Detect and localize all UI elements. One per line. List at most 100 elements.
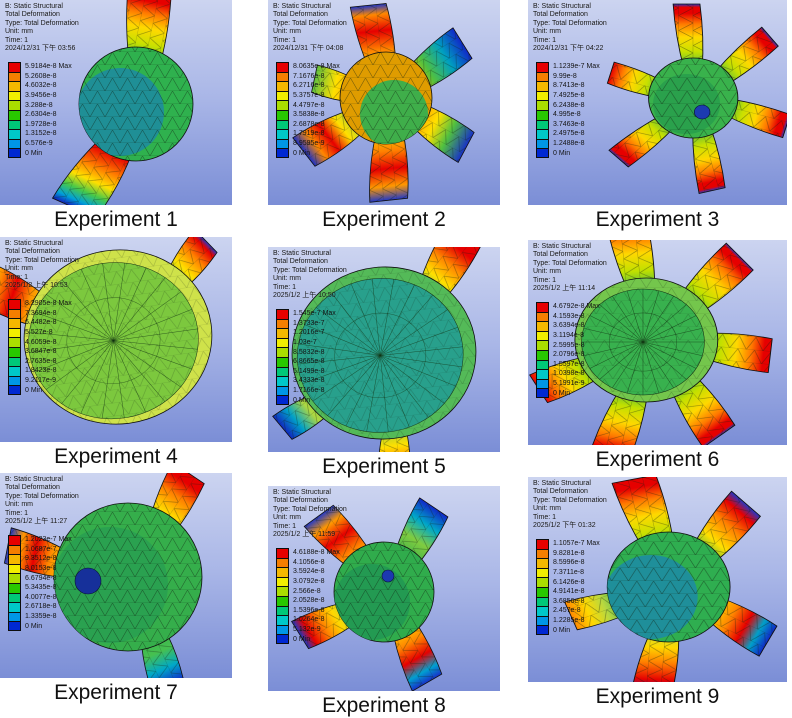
legend-color-swatch	[8, 554, 21, 564]
experiment-caption: Experiment 7	[54, 681, 178, 704]
legend-color-swatch	[8, 308, 21, 319]
legend-row: 1.2016e-7	[276, 328, 336, 338]
legend-row: 4.6792e-8 Max	[536, 302, 600, 312]
legend-color-swatch	[276, 138, 289, 149]
legend-color-swatch	[536, 548, 549, 559]
ansys-viewport[interactable]: B: Static Structural Total Deformation Typ…	[268, 0, 500, 205]
legend-value: 2.0528e-8	[293, 597, 325, 605]
legend-value: 3.288e-8	[25, 101, 53, 109]
legend-row: 5.1991e-9	[536, 378, 600, 389]
legend-row: 1.8423e-8	[8, 366, 72, 376]
legend-value: 6.576e-9	[25, 140, 53, 148]
legend-color-swatch	[8, 337, 21, 347]
legend-value: 3.1194e-8	[553, 332, 585, 340]
legend-color-swatch	[8, 109, 21, 120]
legend-row: 2.566e-8	[276, 586, 340, 596]
legend-value: 7.3711e-8	[553, 569, 585, 577]
legend-row: 1.0264e-8	[276, 615, 340, 625]
legend-value: 8.0153e-8	[25, 565, 57, 573]
experiment-panel: B: Static Structural Total Deformation Typ…	[528, 0, 792, 237]
result-info-line: Type: Total Deformation	[273, 266, 347, 274]
legend-value: 6.2438e-8	[553, 101, 585, 109]
legend-color-swatch	[536, 302, 549, 312]
deformation-legend: 1.1239e-7 Max 9.99e-8 8.7413e-8 7.4925e-8 6.…	[536, 62, 600, 158]
legend-color-swatch	[276, 567, 289, 577]
result-info-line: Unit: mm	[273, 514, 301, 522]
deformation-legend: 4.6188e-8 Max 4.1056e-8 3.5924e-8 3.0792e-8…	[276, 548, 340, 644]
experiment-caption: Experiment 1	[54, 208, 178, 231]
legend-value: 2.566e-8	[293, 587, 321, 595]
legend-value: 7.1676e-8	[293, 72, 325, 80]
ansys-viewport[interactable]: B: Static Structural Total Deformation Typ…	[528, 477, 787, 682]
result-info-line: Type: Total Deformation	[533, 496, 607, 504]
legend-row: 8.9595e-9	[276, 138, 340, 149]
legend-value: 4.6188e-8 Max	[293, 549, 340, 557]
deformed-model	[606, 3, 787, 195]
legend-row: 6.4482e-8	[8, 318, 72, 328]
ansys-viewport[interactable]: B: Static Structural Total Deformation Typ…	[0, 237, 232, 442]
legend-color-swatch	[8, 563, 21, 574]
legend-value: 6.1426e-8	[553, 578, 585, 586]
legend-color-swatch	[8, 356, 21, 367]
legend-value: 0 Min	[25, 386, 43, 394]
legend-value: 0 Min	[553, 626, 571, 634]
legend-row: 8.5832e-8	[276, 347, 336, 357]
legend-row: 1.2023e-7 Max	[8, 535, 72, 545]
result-info-block: B: Static Structural Total Deformation Typ…	[273, 3, 347, 53]
legend-value: 2.6878e-8	[293, 120, 325, 128]
legend-color-swatch	[8, 602, 21, 612]
legend-row: 3.5924e-8	[276, 567, 340, 577]
legend-row: 1.7166e-8	[276, 385, 336, 396]
legend-color-swatch	[276, 109, 289, 120]
legend-color-swatch	[276, 605, 289, 616]
legend-row: 2.6718e-8	[8, 602, 72, 612]
legend-row: 3.288e-8	[8, 100, 72, 110]
legend-color-swatch	[8, 611, 21, 622]
legend-value: 5.527e-8	[25, 329, 53, 337]
legend-row: 6.6794e-8	[8, 573, 72, 583]
result-info-line: Type: Total Deformation	[273, 505, 347, 513]
legend-row: 4.1593e-8	[536, 311, 600, 322]
legend-color-swatch	[276, 148, 289, 158]
ansys-viewport[interactable]: B: Static Structural Total Deformation Typ…	[528, 0, 787, 205]
result-info-line: B: Static Structural	[533, 3, 591, 10]
legend-value: 1.3733e-7	[293, 319, 325, 327]
ansys-viewport[interactable]: B: Static Structural Total Deformation Typ…	[268, 247, 500, 452]
result-timestamp: 2025/1/2 上午 11:27	[5, 518, 68, 526]
legend-color-swatch	[8, 71, 21, 82]
legend-row: 0 Min	[8, 385, 72, 395]
result-timestamp: 2025/1/2 下午 01:32	[533, 522, 596, 530]
legend-value: 4.1593e-8	[553, 312, 585, 320]
deformed-model	[292, 3, 475, 203]
legend-value: 7.4925e-8	[553, 92, 585, 100]
deformed-model	[0, 237, 218, 425]
legend-row: 0 Min	[276, 148, 340, 158]
ansys-viewport[interactable]: B: Static Structural Total Deformation Typ…	[0, 473, 232, 678]
result-info-line: Type: Total Deformation	[273, 19, 347, 27]
legend-color-swatch	[276, 90, 289, 101]
result-info-line: Type: Total Deformation	[533, 259, 607, 267]
legend-row: 0 Min	[8, 148, 72, 158]
legend-row: 2.4975e-8	[536, 129, 600, 139]
ansys-viewport[interactable]: B: Static Structural Total Deformation Typ…	[0, 0, 232, 205]
result-timestamp: 2025/1/2 上午 11:14	[533, 285, 596, 293]
ansys-viewport[interactable]: B: Static Structural Total Deformation Typ…	[268, 486, 500, 691]
result-info-line: B: Static Structural	[533, 480, 591, 487]
legend-color-swatch	[8, 318, 21, 328]
legend-color-swatch	[276, 385, 289, 396]
deformed-model	[3, 473, 205, 678]
legend-value: 3.4333e-8	[293, 377, 325, 385]
ansys-viewport[interactable]: B: Static Structural Total Deformation Typ…	[528, 240, 787, 445]
legend-color-swatch	[536, 359, 549, 370]
legend-value: 4.6059e-8	[25, 338, 57, 346]
legend-color-swatch	[276, 557, 289, 568]
legend-color-swatch	[276, 100, 289, 110]
experiment-panel: B: Static Structural Total Deformation Typ…	[264, 0, 528, 237]
result-info-line: Unit: mm	[5, 265, 33, 273]
legend-color-swatch	[276, 395, 289, 405]
legend-color-swatch	[8, 592, 21, 603]
legend-row: 1.1057e-7 Max	[536, 539, 600, 549]
legend-color-swatch	[276, 634, 289, 644]
legend-color-swatch	[276, 595, 289, 606]
legend-row: 4.6188e-8 Max	[276, 548, 340, 558]
